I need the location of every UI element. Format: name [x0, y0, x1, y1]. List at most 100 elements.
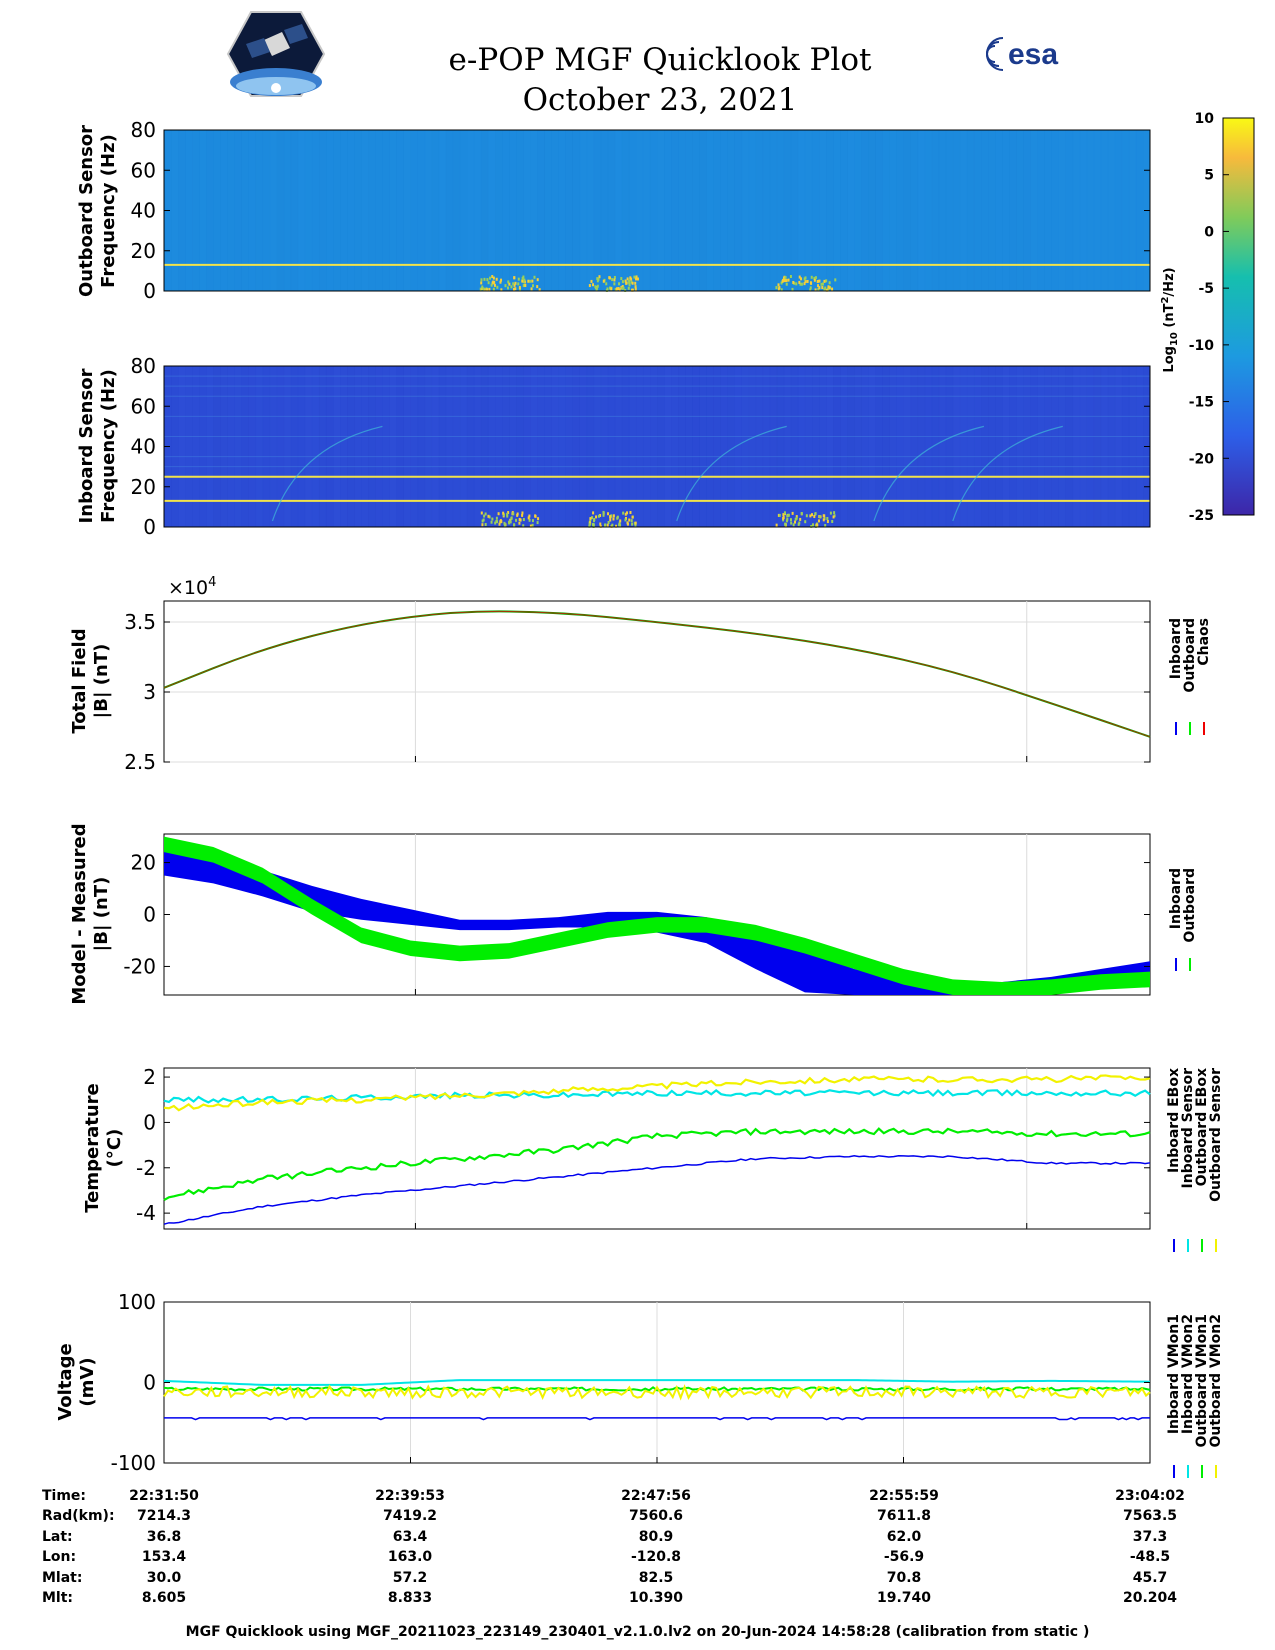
spectral-burst — [527, 516, 530, 520]
spectrogram-texture — [671, 130, 679, 291]
spectrogram-texture — [241, 130, 250, 291]
ytick-label: 40 — [131, 435, 156, 459]
spectral-burst — [627, 286, 630, 290]
spectrogram-texture — [389, 130, 397, 291]
spectral-burst — [789, 518, 792, 522]
orbit-cell: 22:47:56 — [621, 1488, 691, 1504]
spectrogram-texture — [854, 130, 862, 291]
spectral-burst — [628, 281, 631, 285]
spectrogram-texture — [1114, 366, 1123, 527]
orbit-row-label: Rad(km): — [42, 1508, 115, 1524]
spectrogram-texture — [748, 366, 757, 527]
spectral-burst — [506, 512, 509, 516]
colorbar-tick-label: -5 — [1198, 281, 1214, 297]
spectral-burst — [622, 511, 625, 515]
spectral-burst — [611, 523, 614, 527]
spectrogram-texture — [452, 366, 461, 527]
spectral-burst — [514, 281, 517, 285]
spectral-burst — [797, 522, 800, 526]
spectrogram-texture — [297, 366, 306, 527]
orbit-row-label: Lat: — [42, 1529, 73, 1545]
spectral-burst — [634, 281, 637, 285]
spectral-burst — [496, 520, 499, 524]
spectral-burst — [784, 276, 787, 280]
spectral-burst — [512, 512, 515, 516]
spectral-burst — [514, 287, 517, 291]
orbit-cell: 82.5 — [639, 1570, 674, 1586]
spectrogram-texture — [586, 366, 595, 527]
outboard-ylabel-line1: Outboard Sensor — [76, 125, 97, 297]
spectral-burst — [613, 282, 616, 286]
spectral-burst — [588, 523, 591, 527]
spectral-burst — [599, 522, 602, 526]
spectral-burst — [809, 286, 812, 290]
spectrogram-texture — [1135, 130, 1144, 291]
ytick-label: 100 — [118, 1290, 156, 1314]
total-field-lines — [163, 610, 1151, 738]
colorbar-gradient — [1222, 117, 1255, 516]
spectrogram-texture — [593, 130, 602, 291]
spectral-burst — [795, 515, 798, 519]
spectrogram-texture — [1009, 366, 1017, 527]
spectrogram-texture — [917, 366, 926, 527]
spectrogram-texture — [727, 366, 735, 527]
spectrogram-texture — [847, 130, 855, 291]
spectral-burst — [509, 520, 512, 524]
spectral-burst — [636, 277, 639, 281]
spectral-burst — [825, 279, 828, 283]
spectrogram-texture — [516, 130, 524, 291]
spectrogram-texture — [614, 130, 623, 291]
temperature-line — [163, 1074, 1151, 1112]
spectrogram-texture — [889, 366, 897, 527]
spectral-burst — [775, 523, 778, 527]
spectrogram-texture — [678, 366, 686, 527]
ytick-label: 3 — [143, 680, 156, 704]
spectrogram-texture — [269, 130, 278, 291]
spectrogram-texture — [1121, 130, 1130, 291]
spectrogram-texture — [185, 366, 193, 527]
spectrogram-texture — [938, 130, 947, 291]
spectral-burst — [528, 514, 531, 518]
total-field-ylabel-line1: Total Field — [69, 628, 90, 733]
spectrogram-texture — [973, 366, 982, 527]
spectrogram-texture — [199, 130, 207, 291]
spectrogram-texture — [333, 130, 341, 291]
spectrogram-texture — [811, 130, 820, 291]
spectrogram-texture — [530, 130, 538, 291]
spectral-burst — [777, 283, 780, 287]
spectrogram-texture — [551, 130, 559, 291]
spectrogram-texture — [811, 366, 820, 527]
spectrogram-texture — [354, 366, 362, 527]
spectral-burst — [494, 521, 497, 525]
spectrogram-texture — [565, 130, 573, 291]
spectrogram-texture — [290, 366, 299, 527]
spectral-burst — [481, 523, 484, 527]
spectral-burst — [620, 277, 623, 281]
spectrogram-texture — [403, 366, 411, 527]
spectral-burst — [631, 515, 634, 519]
legend-entry: Outboard VMon1 — [1194, 1314, 1210, 1448]
voltage-line — [163, 1379, 1151, 1386]
spectral-burst — [521, 513, 524, 517]
spectral-burst — [513, 287, 516, 291]
spectral-burst — [827, 287, 830, 291]
spectrogram-texture — [1065, 366, 1074, 527]
spectral-burst — [618, 282, 621, 286]
ytick-label: 20 — [131, 239, 156, 263]
spectral-burst — [589, 517, 592, 521]
spectral-burst — [596, 284, 599, 288]
spectral-burst — [482, 518, 485, 522]
spectral-burst — [828, 281, 831, 285]
spectrogram-texture — [1086, 366, 1095, 527]
spectral-burst — [484, 512, 487, 516]
spectrogram-texture — [847, 366, 855, 527]
spectrogram-texture — [1030, 130, 1038, 291]
spectral-burst — [489, 276, 492, 280]
spectral-burst — [500, 288, 503, 292]
orbit-cell: 8.605 — [142, 1590, 186, 1606]
spectrogram-texture — [1121, 366, 1130, 527]
spectrogram-texture — [269, 366, 278, 527]
total-field-ylabel-line2: |B| (nT) — [91, 644, 112, 719]
